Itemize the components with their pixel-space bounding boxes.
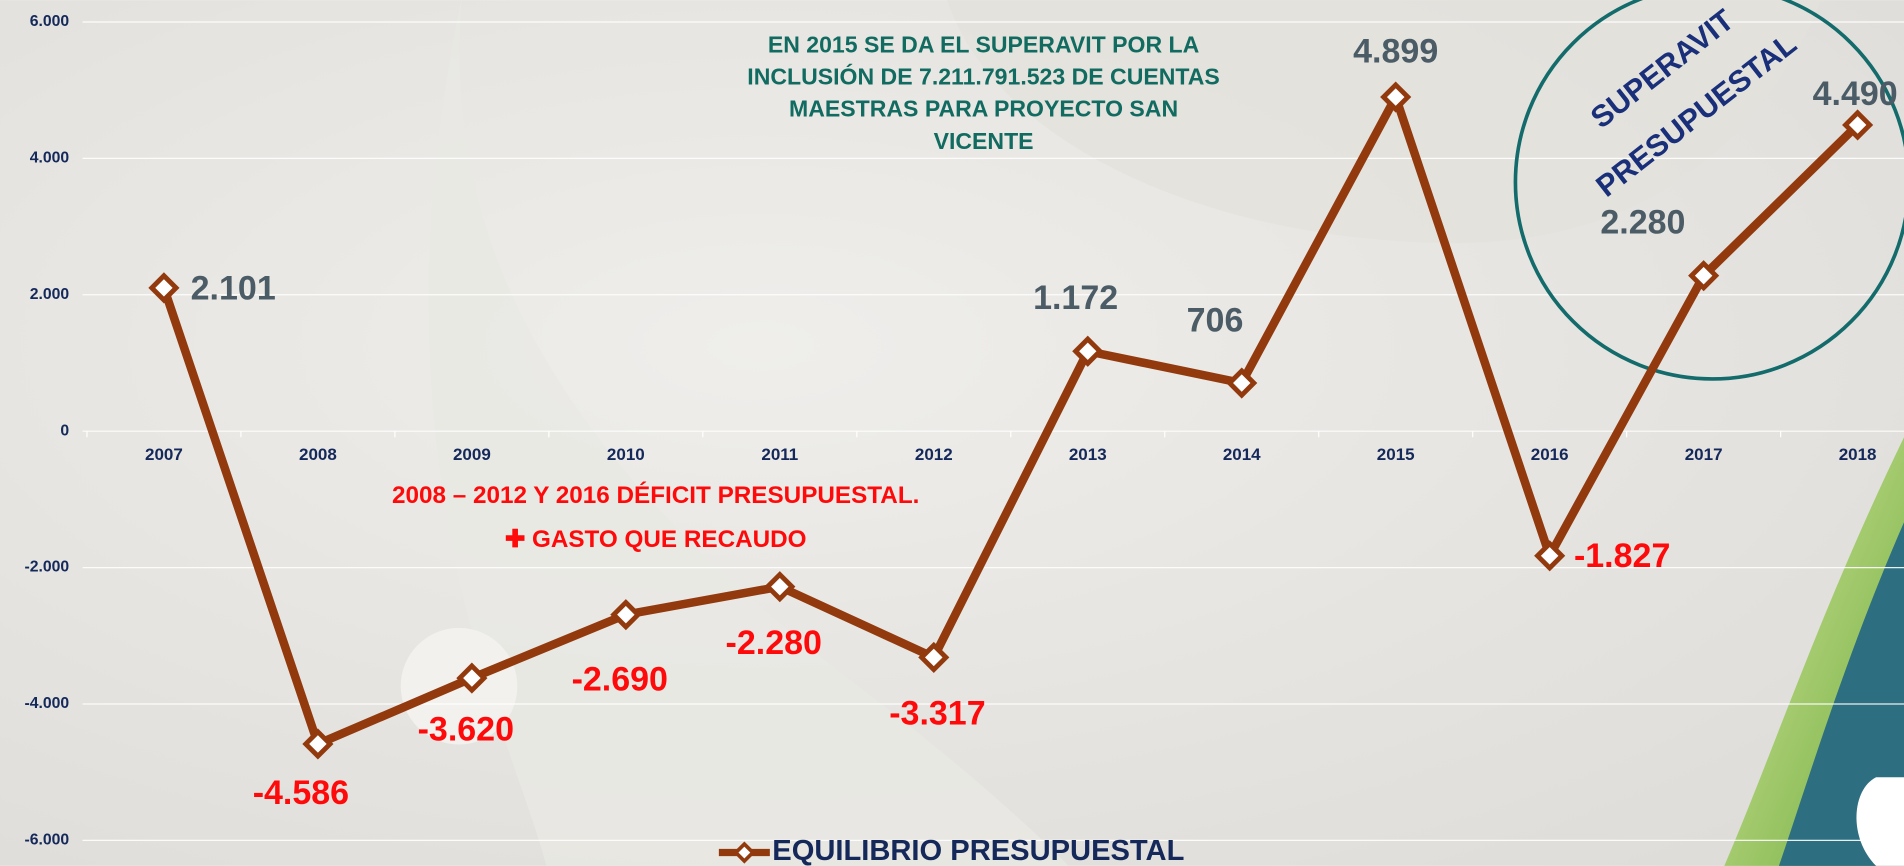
y-tick-label: 4.000 xyxy=(30,150,70,167)
data-label: -2.280 xyxy=(726,624,822,662)
data-label: 2.280 xyxy=(1600,204,1685,242)
data-label: 2.101 xyxy=(191,269,276,307)
x-tick-label: 2013 xyxy=(1069,445,1107,464)
data-label: 1.172 xyxy=(1033,279,1118,317)
x-tick-label: 2014 xyxy=(1223,445,1261,464)
annotation: 2008 – 2012 Y 2016 DÉFICIT PRESUPUESTAL. xyxy=(392,481,919,509)
page: {"chart_data": { "type": "line", "catego… xyxy=(0,0,1904,866)
annotation: EN 2015 SE DA EL SUPERAVIT POR LA xyxy=(768,31,1200,57)
x-tick-label: 2012 xyxy=(915,445,953,464)
y-tick-label: -4.000 xyxy=(25,695,70,712)
x-tick-label: 2009 xyxy=(453,445,491,464)
y-tick-label: 2.000 xyxy=(30,286,70,303)
data-label: 4.490 xyxy=(1813,75,1898,113)
data-label: -4.586 xyxy=(253,774,349,812)
data-label: 706 xyxy=(1187,301,1244,339)
y-tick-label: -6.000 xyxy=(25,832,70,849)
x-tick-label: 2011 xyxy=(761,445,798,464)
data-label: 4.899 xyxy=(1353,32,1438,70)
annotation: VICENTE xyxy=(934,128,1034,154)
x-tick-label: 2010 xyxy=(607,445,645,464)
x-tick-label: 2018 xyxy=(1839,445,1877,464)
annotation: INCLUSIÓN DE 7.211.791.523 DE CUENTAS xyxy=(747,63,1220,90)
data-label: -1.827 xyxy=(1574,537,1670,575)
x-tick-label: 2016 xyxy=(1531,445,1569,464)
x-tick-label: 2017 xyxy=(1685,445,1723,464)
x-tick-label: 2007 xyxy=(145,445,183,464)
legend: EQUILIBRIO PRESUPUESTAL xyxy=(719,835,1185,866)
x-tick-label: 2015 xyxy=(1377,445,1415,464)
y-tick-label: 0 xyxy=(60,422,69,439)
data-label: -3.317 xyxy=(889,695,985,733)
chart: -6.000 -4.000 -2.000 0 2.000 4.000 6.000 2007 20… xyxy=(0,0,1904,866)
y-tick-label: 6.000 xyxy=(30,13,70,30)
annotation: MAESTRAS PARA PROYECTO SAN xyxy=(789,96,1178,122)
data-label: -3.620 xyxy=(418,710,514,748)
data-label: -2.690 xyxy=(572,660,668,698)
annotation: ✚ GASTO QUE RECAUDO xyxy=(505,526,807,553)
legend-label: EQUILIBRIO PRESUPUESTAL xyxy=(772,835,1184,866)
y-tick-label: -2.000 xyxy=(25,559,70,576)
x-tick-label: 2008 xyxy=(299,445,337,464)
